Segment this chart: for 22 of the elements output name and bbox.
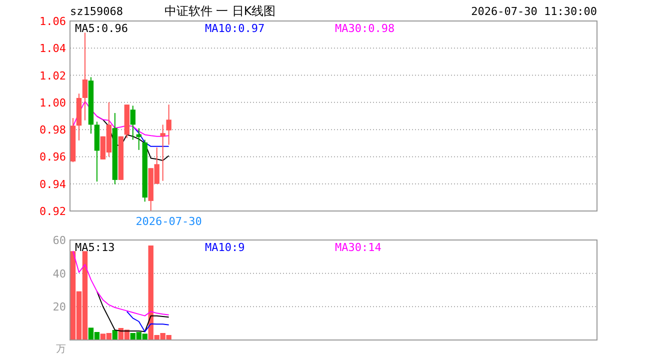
y-tick-label: 0.98 — [40, 124, 66, 137]
x-tick-label: 2026-07-30 — [136, 215, 202, 228]
y-tick-label: 60 — [52, 234, 66, 247]
y-tick-label: 1.02 — [40, 69, 66, 82]
y-tick-label: 0.94 — [40, 178, 66, 191]
y-tick-label: 20 — [52, 300, 66, 314]
chart-subtitle: sz159068 — [70, 5, 123, 18]
text: MA10:0.97 — [205, 22, 265, 35]
y-tick-label: 40 — [52, 267, 66, 280]
y-tick-label: 0.96 — [40, 150, 66, 164]
text: MA5:13 — [75, 241, 115, 254]
y-tick-label: 1.04 — [40, 42, 66, 56]
text: MA10:9 — [205, 241, 245, 254]
y-tick-label: 1.06 — [40, 15, 66, 28]
text: MA5:0.96 — [75, 22, 128, 35]
chart-title: 中证软件 一 日K线图 — [164, 4, 276, 18]
y-axis-title: 万 — [56, 344, 66, 355]
y-tick-label: 1.00 — [40, 96, 66, 110]
text: 2026-07-30 11:30:00 — [471, 5, 597, 18]
text: MA30:0.98 — [335, 22, 395, 35]
text: MA30:14 — [335, 241, 382, 254]
y-tick-label: 0.92 — [40, 205, 66, 218]
